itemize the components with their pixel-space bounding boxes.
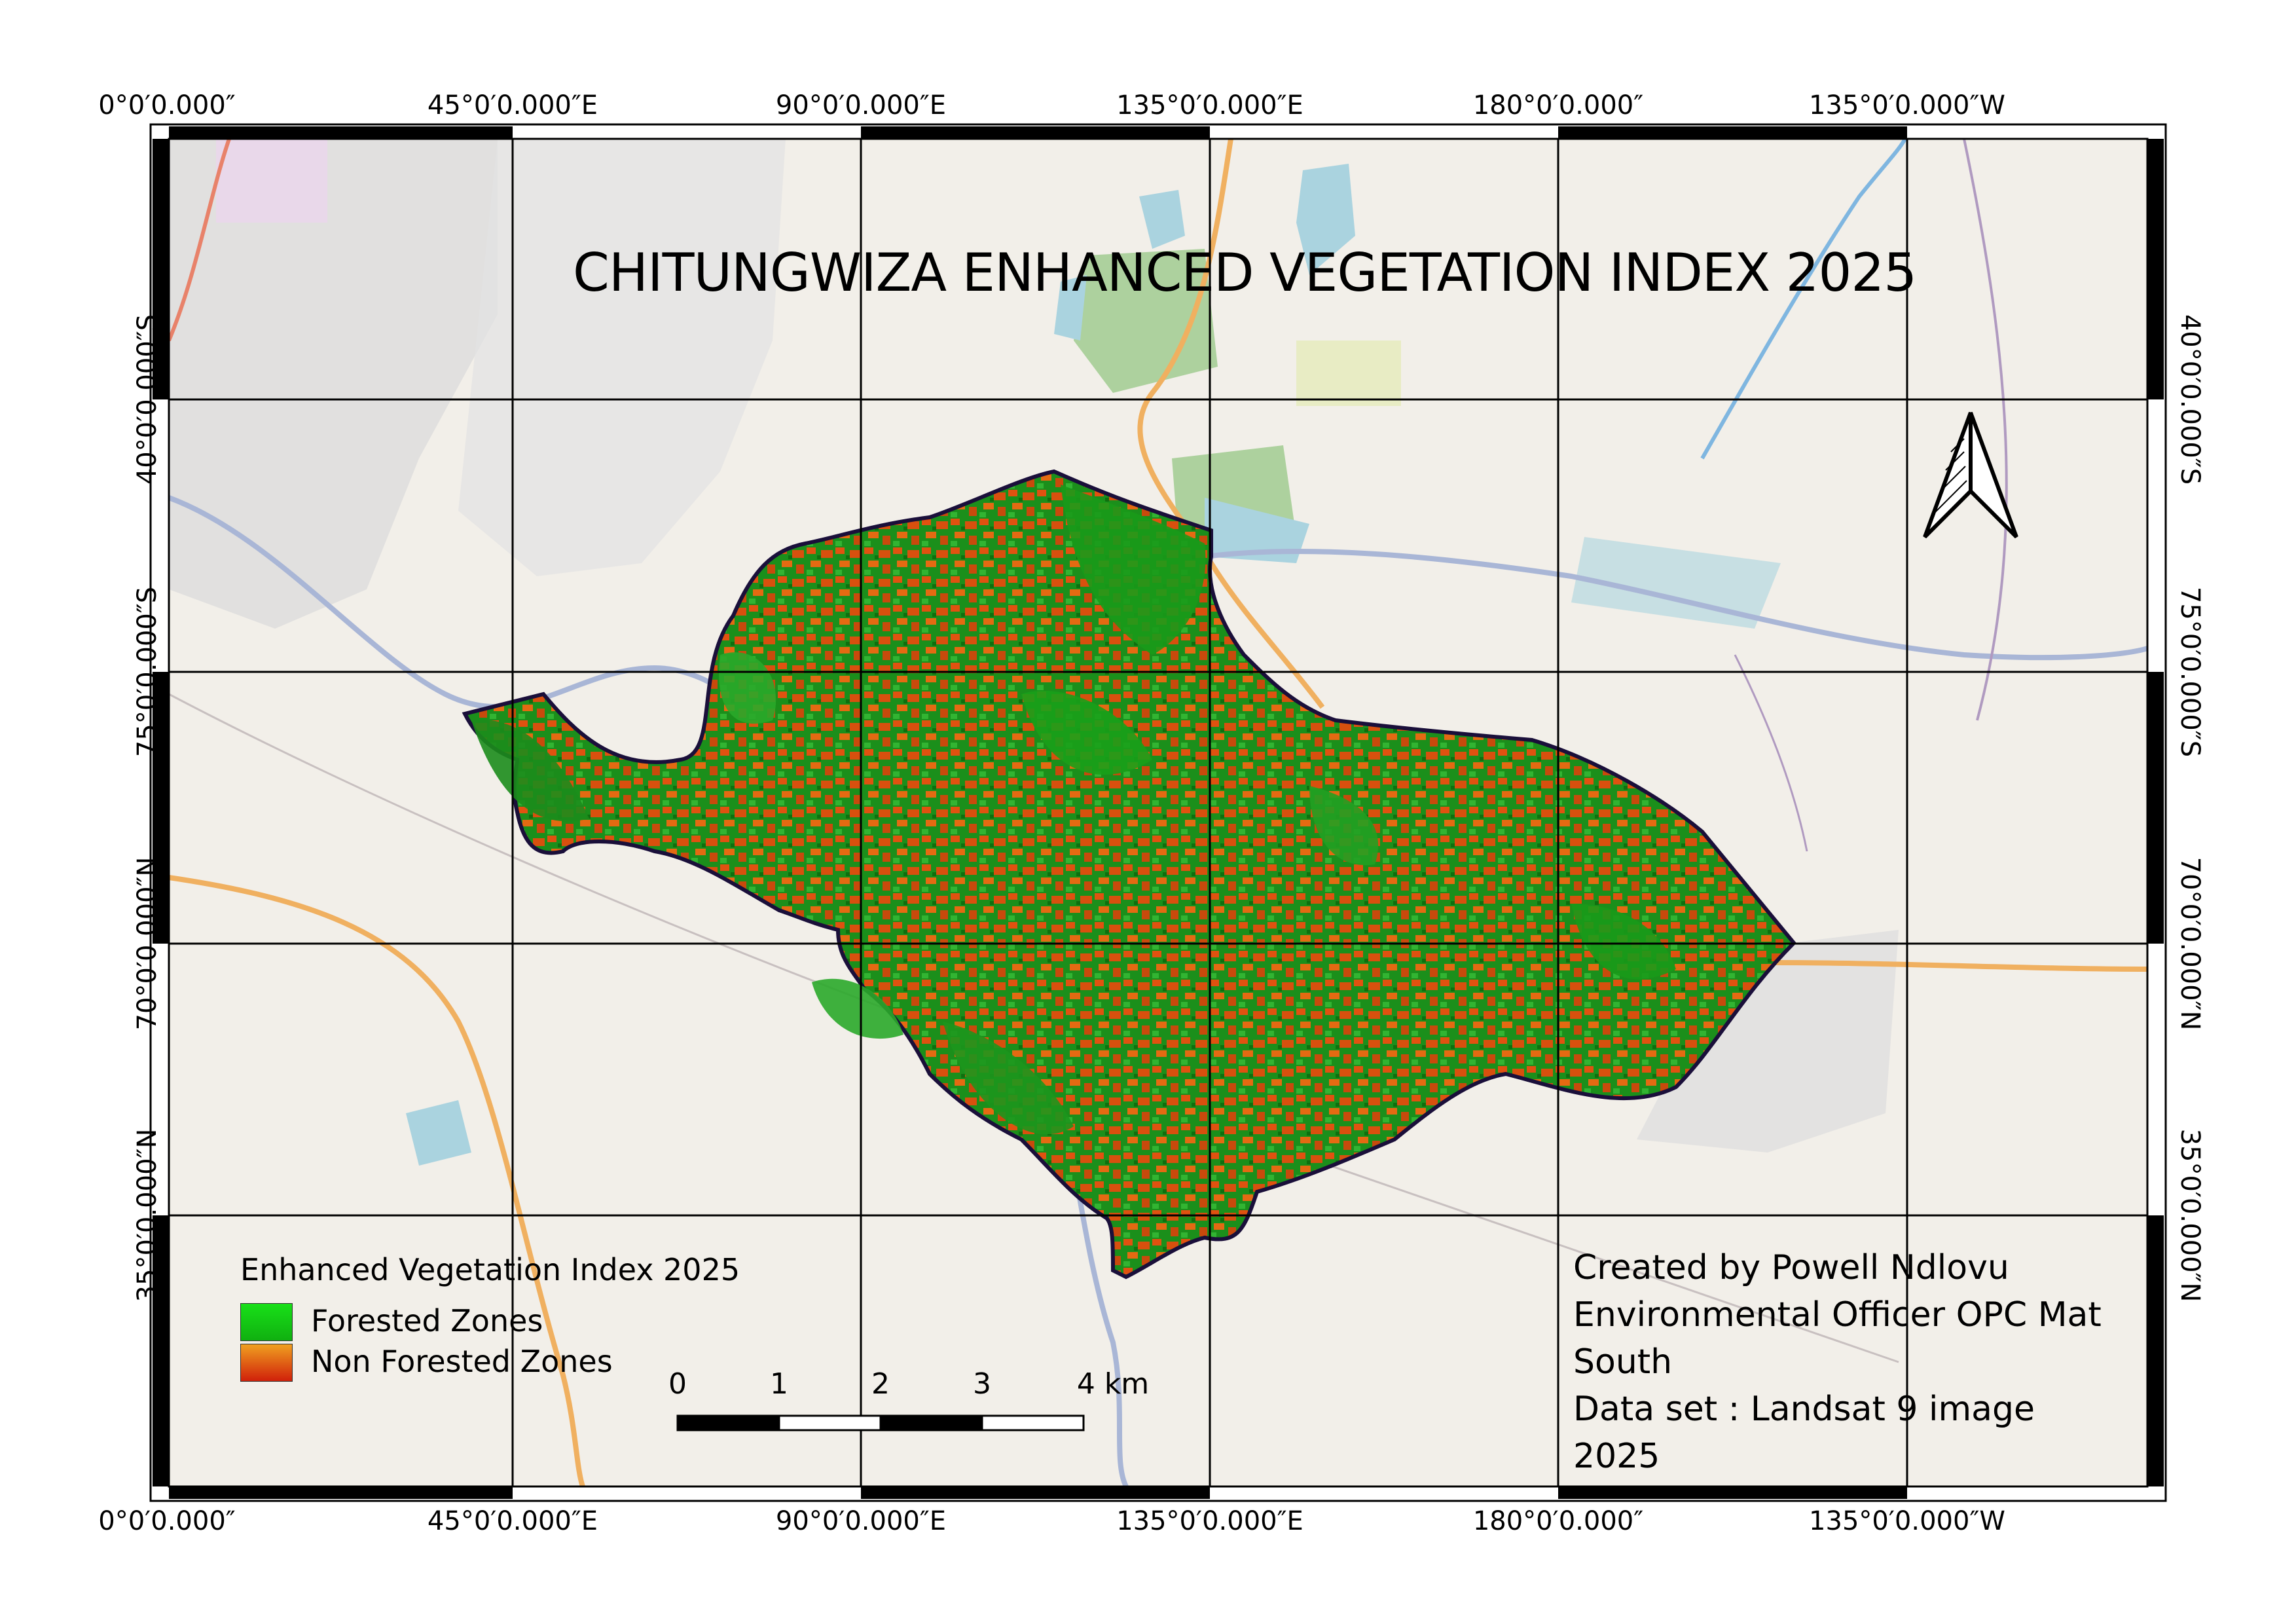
lake	[1296, 164, 1355, 275]
credits-block: Created by Powell Ndlovu Environmental O…	[1573, 1244, 2136, 1480]
grid-label-right: 75°0′0.000″S	[2175, 586, 2205, 758]
grid-label-bottom: 45°0′0.000″E	[427, 1506, 598, 1536]
scale-label: 1	[770, 1367, 788, 1401]
legend-swatch-non-forested	[240, 1344, 293, 1382]
credits-line: South	[1573, 1342, 1673, 1382]
grid-label-bottom: 0°0′0.000″	[98, 1506, 236, 1536]
grid-label-top: 180°0′0.000″	[1472, 90, 1644, 120]
grid-label-left: 70°0′0.000″N	[132, 857, 162, 1031]
grid-label-bottom: 135°0′0.000″W	[1809, 1506, 2005, 1536]
credits-line: Environmental Officer OPC Mat	[1573, 1295, 2102, 1335]
grid-label-right: 35°0′0.000″N	[2175, 1128, 2205, 1302]
scale-label: 4 km	[1076, 1367, 1150, 1401]
legend-item-non-forested: Non Forested Zones	[311, 1344, 613, 1379]
scale-bar	[676, 1414, 1085, 1431]
scale-label: 3	[973, 1367, 991, 1401]
grid-label-top: 90°0′0.000″E	[775, 90, 947, 120]
grid-label-top: 135°0′0.000″E	[1116, 90, 1303, 120]
legend-swatch-forested	[240, 1303, 293, 1341]
grid-label-top: 0°0′0.000″	[98, 90, 236, 120]
graticule	[169, 139, 2147, 1486]
grid-label-bottom: 180°0′0.000″	[1472, 1506, 1644, 1536]
map-title: CHITUNGWIZA ENHANCED VEGETATION INDEX 20…	[573, 242, 1917, 303]
credits-line: Created by Powell Ndlovu	[1573, 1248, 2009, 1287]
grid-label-left: 35°0′0.000″N	[132, 1128, 162, 1302]
legend-item-forested: Forested Zones	[311, 1303, 543, 1338]
legend-title: Enhanced Vegetation Index 2025	[240, 1252, 740, 1287]
scale-label: 0	[668, 1367, 687, 1401]
zebra-frame	[153, 126, 2164, 1499]
credits-line: Data set : Landsat 9 image	[1573, 1390, 2035, 1429]
grid-label-right: 70°0′0.000″N	[2175, 857, 2205, 1031]
grid-label-left: 40°0′0.000″S	[132, 314, 162, 485]
grid-label-left: 75°0′0.000″S	[132, 586, 162, 758]
forested-patches	[471, 485, 1676, 1135]
park-area	[1074, 249, 1218, 393]
grid-label-top: 135°0′0.000″W	[1809, 90, 2005, 120]
credits-line: 2025	[1573, 1437, 1660, 1476]
grid-label-right: 40°0′0.000″S	[2175, 314, 2205, 485]
grid-label-bottom: 135°0′0.000″E	[1116, 1506, 1303, 1536]
north-arrow-icon	[1923, 411, 2018, 539]
scale-label: 2	[871, 1367, 890, 1401]
grid-label-top: 45°0′0.000″E	[427, 90, 598, 120]
grid-label-bottom: 90°0′0.000″E	[775, 1506, 947, 1536]
